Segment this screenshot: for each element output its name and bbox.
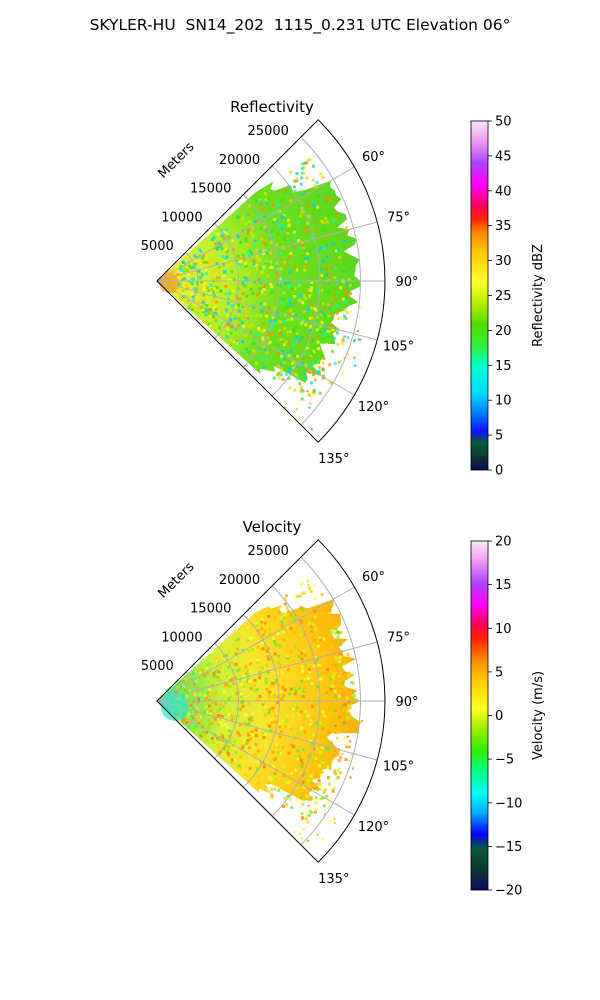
angle-gridline — [156, 641, 378, 702]
angle-tick-label: 60° — [362, 570, 385, 585]
field-velocity — [157, 579, 363, 842]
angle-tick-label: 120° — [358, 820, 389, 835]
range-tick-label: 20000 — [219, 573, 260, 588]
figure-suptitle: SKYLER-HU SN14_202 1115_0.231 UTC Elevat… — [89, 16, 511, 34]
colorbar-tick-label: 35 — [495, 219, 512, 234]
range-tick-label: 15000 — [190, 602, 231, 617]
sector-outline — [156, 119, 386, 443]
angle-gridline — [156, 700, 378, 761]
angle-tick-label: 90° — [395, 275, 418, 290]
colorbar-tick-label: 10 — [495, 622, 512, 637]
colorbar-tick-label: −10 — [495, 796, 522, 811]
radar-panel-velocity: Velocity 5000 10000 15000 20000 25000 60° 75° 90… — [141, 518, 546, 899]
panel-title: Velocity — [243, 518, 302, 536]
colorbar-tick-label: 15 — [495, 578, 512, 593]
colorbar-tick-label: 10 — [495, 394, 512, 409]
colorbar-tick-label: −15 — [495, 840, 522, 855]
colorbar-tick-label: 50 — [495, 115, 512, 130]
angle-tick-label: 75° — [387, 210, 410, 225]
angle-tick-label: 105° — [383, 340, 414, 355]
angle-tick-label: 75° — [387, 630, 410, 645]
colorbar-velocity: −20 −15 −10 −5 0 5 10 15 20 Velocity (m/s) — [470, 535, 546, 899]
colorbar-tick-label: 15 — [495, 359, 512, 374]
angle-gridline — [156, 700, 355, 816]
colorbar-tick-label: 5 — [495, 665, 503, 680]
radar-panel-reflectivity: Reflectivity 5000 10000 15000 20000 25000 60° 7… — [141, 98, 546, 479]
colorbar-tick-label: 5 — [495, 429, 503, 444]
angle-gridline — [156, 166, 355, 282]
angle-tick-label: 120° — [358, 400, 389, 415]
colorbar-tick-label: 20 — [495, 324, 512, 339]
angle-gridline — [156, 586, 355, 702]
colorbar-tick-label: −20 — [495, 884, 522, 899]
range-tick-label: 5000 — [141, 659, 174, 674]
sector-outline — [156, 539, 386, 863]
angle-tick-label: 105° — [383, 760, 414, 775]
angle-gridline — [156, 280, 355, 396]
range-axis-label: Meters — [156, 139, 198, 181]
colorbar-tick-label: 0 — [495, 709, 503, 724]
colorbar-tick-label: 20 — [495, 535, 512, 550]
colorbar-label: Reflectivity dBZ — [531, 244, 546, 347]
colorbar-tick-label: 25 — [495, 289, 512, 304]
colorbar-gradient — [470, 120, 489, 471]
range-tick-label: 20000 — [219, 153, 260, 168]
colorbar-label: Velocity (m/s) — [531, 671, 546, 760]
panel-title: Reflectivity — [230, 98, 314, 116]
range-axis-label: Meters — [156, 559, 198, 601]
colorbar-tick-label: −5 — [495, 753, 514, 768]
angle-tick-label: 90° — [395, 695, 418, 710]
field-reflectivity — [157, 158, 362, 431]
range-tick-label: 5000 — [141, 239, 174, 254]
angle-gridline — [156, 280, 378, 341]
colorbar-tick-label: 0 — [495, 464, 503, 479]
colorbar-tick-label: 40 — [495, 184, 512, 199]
range-tick-label: 25000 — [248, 124, 289, 139]
angle-tick-label: 60° — [362, 150, 385, 165]
angle-gridline — [156, 221, 378, 282]
colorbar-tick-label: 30 — [495, 254, 512, 269]
range-tick-label: 10000 — [161, 630, 202, 645]
range-tick-label: 10000 — [161, 210, 202, 225]
colorbar-gradient — [470, 540, 489, 891]
range-tick-label: 25000 — [248, 544, 289, 559]
range-tick-label: 15000 — [190, 182, 231, 197]
angle-tick-label: 135° — [318, 872, 349, 887]
colorbar-tick-label: 45 — [495, 149, 512, 164]
colorbar-reflectivity: 0 5 10 15 20 25 30 35 40 45 50 Reflectivity dBZ — [470, 115, 546, 479]
angle-tick-label: 135° — [318, 452, 349, 467]
